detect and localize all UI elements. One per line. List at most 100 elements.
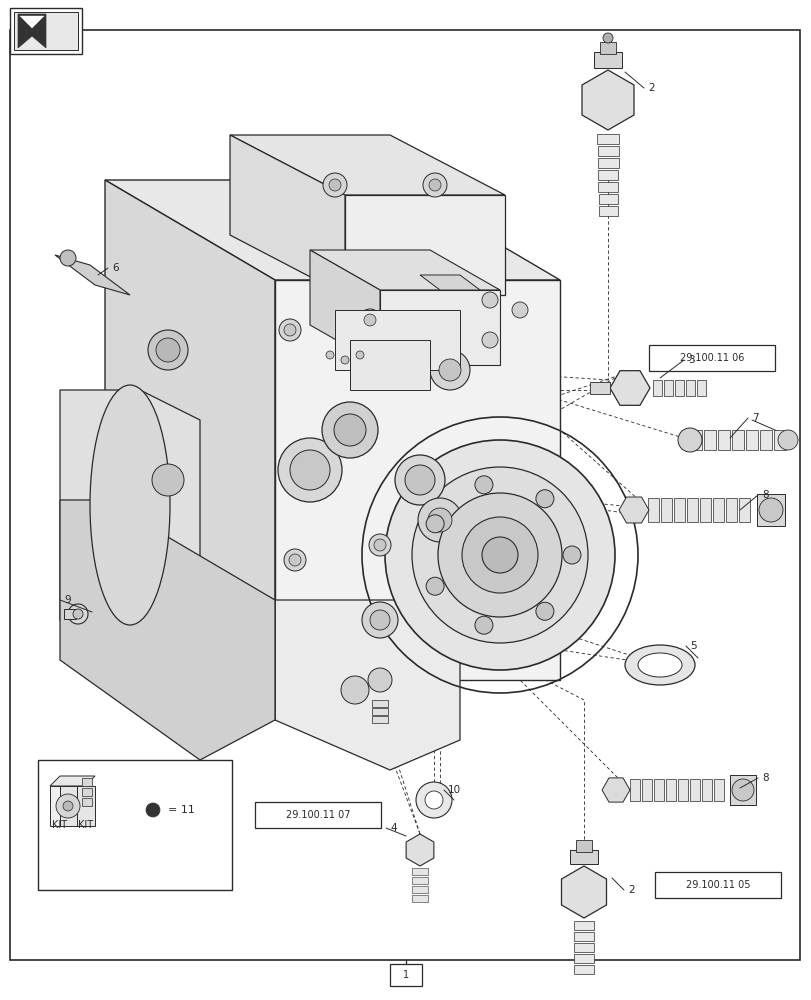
Polygon shape bbox=[60, 500, 275, 760]
Bar bbox=[756, 494, 784, 526]
Circle shape bbox=[777, 430, 797, 450]
Bar bbox=[590, 382, 609, 394]
Circle shape bbox=[405, 465, 435, 495]
Text: 8: 8 bbox=[761, 490, 768, 500]
Bar bbox=[652, 380, 661, 396]
Text: 2: 2 bbox=[647, 83, 654, 93]
Circle shape bbox=[439, 359, 461, 381]
Bar bbox=[702, 779, 711, 801]
Text: 29.100.11 05: 29.100.11 05 bbox=[685, 880, 749, 890]
Polygon shape bbox=[310, 250, 500, 290]
Bar bbox=[411, 868, 427, 875]
Circle shape bbox=[284, 324, 296, 336]
Text: 29.100.11 07: 29.100.11 07 bbox=[285, 810, 350, 820]
Polygon shape bbox=[10, 8, 82, 54]
Bar bbox=[82, 788, 92, 796]
Circle shape bbox=[374, 539, 385, 551]
Polygon shape bbox=[345, 195, 504, 295]
Polygon shape bbox=[560, 866, 606, 918]
Polygon shape bbox=[230, 135, 345, 295]
Bar bbox=[597, 146, 619, 156]
Circle shape bbox=[461, 517, 538, 593]
Circle shape bbox=[322, 402, 378, 458]
Circle shape bbox=[290, 450, 329, 490]
Polygon shape bbox=[601, 778, 629, 802]
Polygon shape bbox=[406, 834, 433, 866]
Bar bbox=[665, 779, 676, 801]
Bar bbox=[371, 716, 388, 723]
Text: 6: 6 bbox=[112, 263, 118, 273]
Circle shape bbox=[355, 351, 363, 359]
Polygon shape bbox=[380, 290, 500, 365]
Text: 4: 4 bbox=[389, 823, 396, 833]
Text: 8: 8 bbox=[761, 773, 768, 783]
Bar bbox=[647, 498, 659, 522]
Polygon shape bbox=[105, 180, 560, 280]
Bar bbox=[713, 779, 723, 801]
Text: 3: 3 bbox=[687, 355, 693, 365]
Bar bbox=[575, 840, 591, 852]
Bar bbox=[573, 932, 594, 941]
Polygon shape bbox=[609, 371, 649, 405]
Bar bbox=[731, 430, 743, 450]
Bar bbox=[64, 609, 76, 619]
Bar bbox=[648, 345, 774, 371]
Bar bbox=[642, 779, 651, 801]
Bar bbox=[389, 964, 422, 986]
Circle shape bbox=[363, 314, 375, 326]
Ellipse shape bbox=[637, 653, 681, 677]
Polygon shape bbox=[419, 275, 479, 290]
Circle shape bbox=[325, 351, 333, 359]
Bar bbox=[725, 498, 736, 522]
Bar bbox=[663, 380, 672, 396]
Ellipse shape bbox=[90, 385, 169, 625]
Circle shape bbox=[362, 602, 397, 638]
Bar bbox=[673, 498, 684, 522]
Bar bbox=[411, 895, 427, 902]
Bar bbox=[597, 182, 617, 192]
Bar bbox=[660, 498, 672, 522]
Circle shape bbox=[474, 476, 492, 494]
Circle shape bbox=[323, 173, 346, 197]
Bar bbox=[685, 380, 694, 396]
Polygon shape bbox=[20, 16, 44, 28]
Circle shape bbox=[367, 668, 392, 692]
Polygon shape bbox=[350, 340, 430, 390]
Text: 1: 1 bbox=[402, 970, 409, 980]
Circle shape bbox=[512, 302, 527, 318]
Circle shape bbox=[279, 319, 301, 341]
Bar bbox=[573, 954, 594, 963]
Polygon shape bbox=[55, 255, 130, 295]
Bar bbox=[371, 700, 388, 707]
Bar bbox=[745, 430, 757, 450]
Circle shape bbox=[426, 577, 444, 595]
Bar bbox=[596, 134, 618, 144]
Circle shape bbox=[328, 179, 341, 191]
Bar bbox=[38, 760, 232, 890]
Circle shape bbox=[341, 676, 368, 704]
Circle shape bbox=[341, 356, 349, 364]
Polygon shape bbox=[50, 786, 60, 826]
Circle shape bbox=[333, 414, 366, 446]
Text: 5: 5 bbox=[689, 641, 696, 651]
Bar bbox=[712, 498, 723, 522]
Circle shape bbox=[474, 616, 492, 634]
Bar bbox=[255, 802, 380, 828]
Text: KIT: KIT bbox=[78, 820, 93, 830]
Bar bbox=[573, 965, 594, 974]
Bar bbox=[594, 52, 621, 68]
Bar bbox=[738, 498, 749, 522]
Polygon shape bbox=[310, 250, 380, 365]
Bar bbox=[599, 42, 616, 54]
Bar bbox=[573, 943, 594, 952]
Circle shape bbox=[535, 602, 553, 620]
Circle shape bbox=[277, 438, 341, 502]
Bar bbox=[411, 877, 427, 884]
Circle shape bbox=[56, 794, 80, 818]
Circle shape bbox=[677, 428, 702, 452]
Polygon shape bbox=[275, 280, 560, 680]
Circle shape bbox=[394, 455, 444, 505]
Text: 9: 9 bbox=[64, 595, 71, 605]
Polygon shape bbox=[105, 520, 275, 720]
Bar bbox=[689, 430, 702, 450]
